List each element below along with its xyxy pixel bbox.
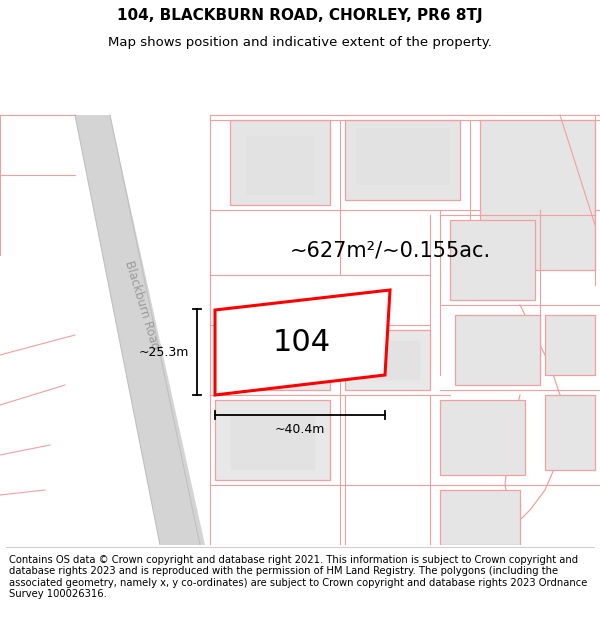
Polygon shape <box>245 135 315 195</box>
Polygon shape <box>440 490 520 545</box>
Polygon shape <box>545 395 595 470</box>
Polygon shape <box>215 400 330 480</box>
Polygon shape <box>355 127 450 185</box>
Text: ~40.4m: ~40.4m <box>275 423 325 436</box>
Text: 104, BLACKBURN ROAD, CHORLEY, PR6 8TJ: 104, BLACKBURN ROAD, CHORLEY, PR6 8TJ <box>117 8 483 23</box>
Polygon shape <box>345 120 460 200</box>
Polygon shape <box>455 315 540 385</box>
Polygon shape <box>225 345 310 380</box>
Text: 104: 104 <box>272 328 331 357</box>
Text: Contains OS data © Crown copyright and database right 2021. This information is : Contains OS data © Crown copyright and d… <box>9 554 587 599</box>
Polygon shape <box>230 415 315 470</box>
Polygon shape <box>480 120 595 270</box>
Polygon shape <box>345 330 430 390</box>
Polygon shape <box>450 220 535 300</box>
Polygon shape <box>215 290 390 395</box>
Text: Map shows position and indicative extent of the property.: Map shows position and indicative extent… <box>108 36 492 49</box>
Polygon shape <box>75 115 205 545</box>
Polygon shape <box>355 340 420 380</box>
Text: ~627m²/~0.155ac.: ~627m²/~0.155ac. <box>290 240 491 260</box>
Text: Blackburn Road: Blackburn Road <box>122 259 162 351</box>
Polygon shape <box>230 120 330 205</box>
Polygon shape <box>440 400 525 475</box>
Text: ~25.3m: ~25.3m <box>139 346 189 359</box>
Polygon shape <box>545 315 595 375</box>
Polygon shape <box>215 335 330 390</box>
